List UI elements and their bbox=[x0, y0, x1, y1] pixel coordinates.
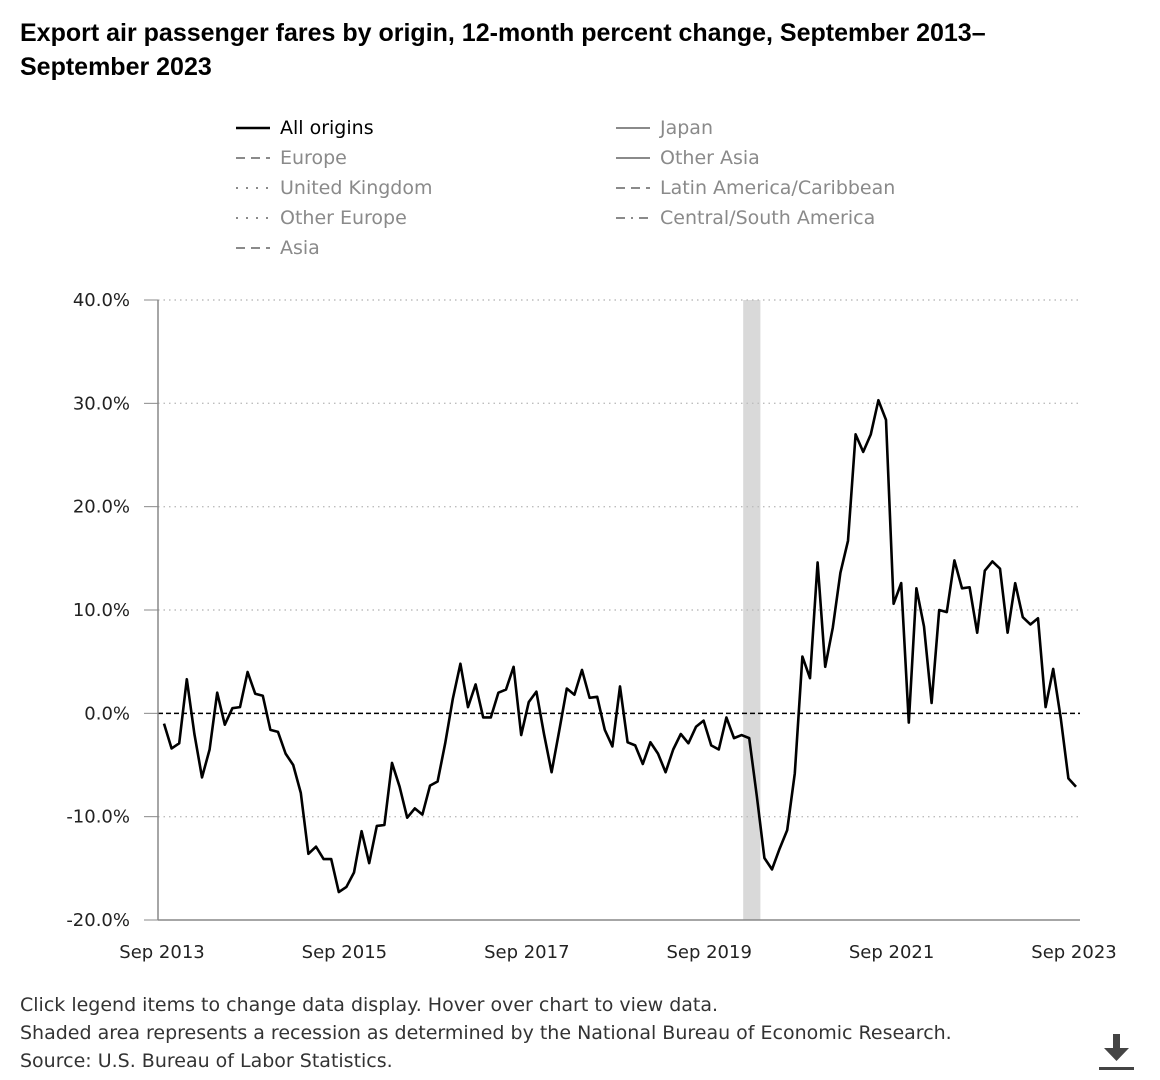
x-tick-label: Sep 2021 bbox=[849, 942, 934, 963]
legend-label: Europe bbox=[280, 147, 347, 169]
legend-item-other-asia[interactable]: Other Asia bbox=[616, 144, 760, 172]
legend-item-asia[interactable]: Asia bbox=[236, 234, 320, 262]
y-tick-label: -10.0% bbox=[66, 807, 130, 828]
legend-item-other-europe[interactable]: Other Europe bbox=[236, 204, 407, 232]
legend-item-all-origins[interactable]: All origins bbox=[236, 114, 374, 142]
chart-legend: All origins Europe United Kingdom Other Eur… bbox=[0, 0, 1160, 280]
legend-item-latin-america-caribbean[interactable]: Latin America/Caribbean bbox=[616, 174, 895, 202]
x-tick-label: Sep 2023 bbox=[1031, 942, 1116, 963]
y-tick-label: 30.0% bbox=[73, 393, 130, 414]
download-icon bbox=[1099, 1034, 1134, 1070]
series-line-all-origins[interactable] bbox=[162, 398, 1077, 894]
chart-title: Export air passenger fares by origin, 12… bbox=[20, 19, 986, 81]
legend-item-united-kingdom[interactable]: United Kingdom bbox=[236, 174, 433, 202]
legend-item-central-south-america[interactable]: Central/South America bbox=[616, 204, 875, 232]
legend-swatch bbox=[616, 127, 650, 129]
legend-label: Other Asia bbox=[660, 147, 760, 169]
download-button[interactable] bbox=[1096, 1032, 1136, 1072]
legend-label: Other Europe bbox=[280, 207, 407, 229]
series-layer[interactable] bbox=[162, 398, 1077, 894]
y-tick-label: 10.0% bbox=[73, 600, 130, 621]
legend-label: United Kingdom bbox=[280, 177, 433, 199]
legend-label: All origins bbox=[280, 117, 374, 139]
legend-swatch bbox=[236, 126, 270, 130]
axis-layer bbox=[157, 300, 1080, 921]
x-tick-label: Sep 2013 bbox=[119, 942, 204, 963]
recession-shading bbox=[743, 300, 761, 920]
note-interaction: Click legend items to change data displa… bbox=[20, 994, 719, 1016]
x-tick-label: Sep 2017 bbox=[484, 942, 569, 963]
y-tick-label: 40.0% bbox=[73, 290, 130, 311]
note-recession: Shaded area represents a recession as de… bbox=[20, 1022, 952, 1044]
grid-layer bbox=[144, 299, 1080, 921]
legend-label: Asia bbox=[280, 237, 320, 259]
legend-item-europe[interactable]: Europe bbox=[236, 144, 347, 172]
legend-label: Japan bbox=[660, 117, 713, 139]
legend-swatch bbox=[236, 157, 270, 159]
legend-swatch bbox=[616, 187, 650, 189]
legend-swatch bbox=[236, 247, 270, 249]
y-tick-label: -20.0% bbox=[66, 910, 130, 931]
y-tick-label: 0.0% bbox=[84, 703, 130, 724]
chart-notes: Click legend items to change data displa… bbox=[20, 991, 952, 1075]
recession-layer bbox=[743, 300, 761, 920]
note-source: Source: U.S. Bureau of Labor Statistics. bbox=[20, 1050, 393, 1072]
line-chart[interactable]: 40.0% 30.0% 20.0% 10.0% 0.0% -10.0% -20.0% Sep … bbox=[0, 0, 1160, 980]
legend-label: Latin America/Caribbean bbox=[660, 177, 896, 199]
legend-swatch bbox=[616, 157, 650, 159]
x-tick-label: Sep 2015 bbox=[302, 942, 387, 963]
legend-label: Central/South America bbox=[660, 207, 876, 229]
y-tick-label: 20.0% bbox=[73, 497, 130, 518]
legend-swatch bbox=[616, 217, 650, 219]
x-tick-label: Sep 2019 bbox=[666, 942, 751, 963]
tick-label-layer: 40.0% 30.0% 20.0% 10.0% 0.0% -10.0% -20.0% Sep … bbox=[66, 290, 1116, 963]
legend-item-japan[interactable]: Japan bbox=[616, 114, 713, 142]
